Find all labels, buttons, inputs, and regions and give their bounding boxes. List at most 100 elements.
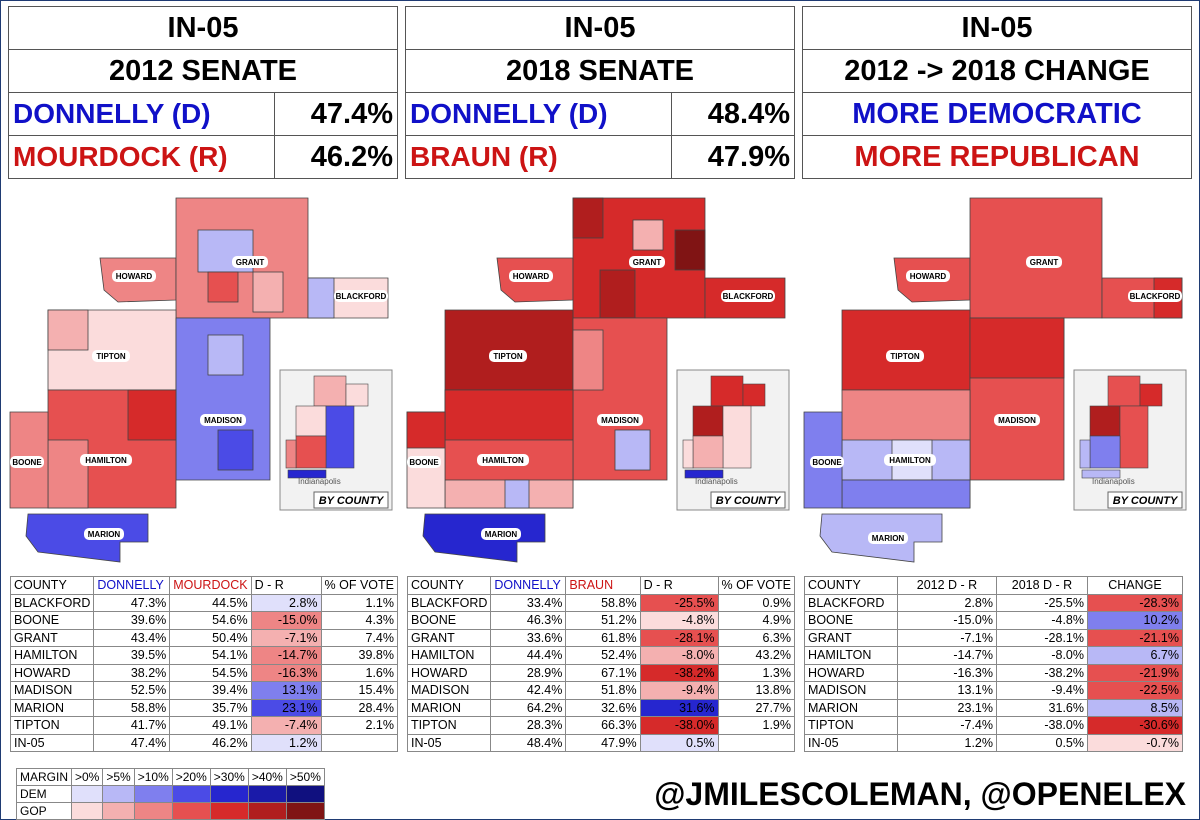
value-cell: -4.8% [996,611,1088,630]
county-cell: IN-05 [406,733,492,752]
table-header: COUNTY DONNELLY MOURDOCK D - R % OF VOTE [9,576,399,595]
value-cell: 48.4% [490,733,567,752]
value-cell: -38.2% [639,663,719,682]
value-cell: 66.3% [565,716,641,735]
legend-swatch [209,802,249,820]
legend-swatch [171,785,211,803]
value-cell: 32.6% [565,698,641,717]
township-gop [252,271,284,313]
table-row: GRANT -7.1% -28.1% -21.1% [804,628,1183,647]
value-cell: -38.2% [996,663,1088,682]
value-cell: 52.5% [93,681,171,700]
table-row: BLACKFORD 47.3% 44.5% 2.8% 1.1% [9,593,399,612]
county-cell: BOONE [804,611,898,630]
table-header: COUNTY 2012 D - R 2018 D - R CHANGE [804,576,1183,595]
inset-city: Indianapolis [695,477,738,486]
value-cell: 10.2% [1087,611,1183,630]
panel-change: IN-05 2012 -> 2018 CHANGE MORE DEMOCRATI… [802,6,1192,752]
legend-swatch [70,785,104,803]
candidate-pct: 48.4% [707,97,790,130]
township-gop [632,219,664,251]
value-cell: -15.0% [250,611,322,630]
value-cell: 46.2% [169,733,252,752]
candidate-row-gop: MOURDOCK (R) 46.2% [9,136,397,178]
table-row: IN-05 47.4% 46.2% 1.2% [9,733,399,752]
value-cell: 58.8% [93,698,171,717]
value-cell: 6.3% [717,628,796,647]
township-gop [444,389,574,441]
value-cell: -21.9% [1087,663,1183,682]
table-row: TIPTON 41.7% 49.1% -7.4% 2.1% [9,716,399,735]
value-cell: -15.0% [897,611,997,630]
table-row: TIPTON 28.3% 66.3% -38.0% 1.9% [406,716,796,735]
legend-bin: >30% [209,768,249,786]
value-cell: 43.2% [717,646,796,665]
label-marion: MARION [88,530,121,539]
county-cell: MARION [406,698,492,717]
county-cell: IN-05 [804,733,898,752]
legend-row-dem: DEM [16,785,325,803]
label-boone: BOONE [409,458,439,467]
value-cell: 51.8% [565,681,641,700]
value-cell: -9.4% [639,681,719,700]
candidate-row-gop: BRAUN (R) 47.9% [406,136,794,178]
value-cell: 35.7% [169,698,252,717]
legend-bin: >40% [247,768,287,786]
value-cell: 8.5% [1087,698,1183,717]
value-cell: 47.9% [565,733,641,752]
table-row: BLACKFORD 2.8% -25.5% -28.3% [804,593,1183,612]
township-gop [674,229,706,271]
label-howard: HOWARD [910,272,947,281]
inset-map: Indianapolis BY COUNTY [676,369,790,511]
value-cell: 28.4% [320,698,399,717]
district-title: IN-05 [406,7,794,50]
value-cell: -7.4% [250,716,322,735]
county-cell: TIPTON [804,716,898,735]
col-county: COUNTY [9,576,95,595]
value-cell: 0.9% [717,593,796,612]
table-row: GRANT 43.4% 50.4% -7.1% 7.4% [9,628,399,647]
legend-swatch [133,802,173,820]
candidate-name: DONNELLY (D) [9,93,275,135]
col-dem: DONNELLY [490,576,567,595]
inset-city: Indianapolis [298,477,341,486]
value-cell: 4.3% [320,611,399,630]
table-row: HOWARD 38.2% 54.5% -16.3% 1.6% [9,663,399,682]
candidate-name: DONNELLY (D) [406,93,672,135]
value-cell: 41.7% [93,716,171,735]
legend-swatch [209,785,249,803]
county-cell: GRANT [406,628,492,647]
value-cell: 58.8% [565,593,641,612]
value-cell: 54.5% [169,663,252,682]
township-dem [307,277,335,319]
table-row: TIPTON -7.4% -38.0% -30.6% [804,716,1183,735]
candidate-name: BRAUN (R) [406,136,672,178]
table-row: IN-05 48.4% 47.9% 0.5% [406,733,796,752]
value-cell: 43.4% [93,628,171,647]
county-cell: MADISON [406,681,492,700]
value-cell: 54.6% [169,611,252,630]
value-cell: 47.4% [93,733,171,752]
candidate-pct: 46.2% [310,140,393,173]
label-grant: GRANT [1030,258,1059,267]
table-row: MADISON 52.5% 39.4% 13.1% 15.4% [9,681,399,700]
value-cell: -28.3% [1087,593,1183,612]
label-tipton: TIPTON [890,352,919,361]
legend-gop-label: GOP [16,802,72,820]
inset-city: Indianapolis [1092,477,1135,486]
label-tipton: TIPTON [96,352,125,361]
label-howard: HOWARD [116,272,153,281]
value-cell [320,733,399,752]
value-cell: 39.4% [169,681,252,700]
inset-label: BY COUNTY [319,495,385,507]
value-cell: 46.3% [490,611,567,630]
table-row: GRANT 33.6% 61.8% -28.1% 6.3% [406,628,796,647]
inset-label: BY COUNTY [716,495,782,507]
label-madison: MADISON [601,416,639,425]
table-row: HAMILTON 44.4% 52.4% -8.0% 43.2% [406,646,796,665]
township-gop [969,317,1065,379]
label-madison: MADISON [204,416,242,425]
value-cell: 7.4% [320,628,399,647]
value-cell: 50.4% [169,628,252,647]
county-labels: HOWARD GRANT BLACKFORD TIPTON MADISON BO… [810,256,1182,544]
